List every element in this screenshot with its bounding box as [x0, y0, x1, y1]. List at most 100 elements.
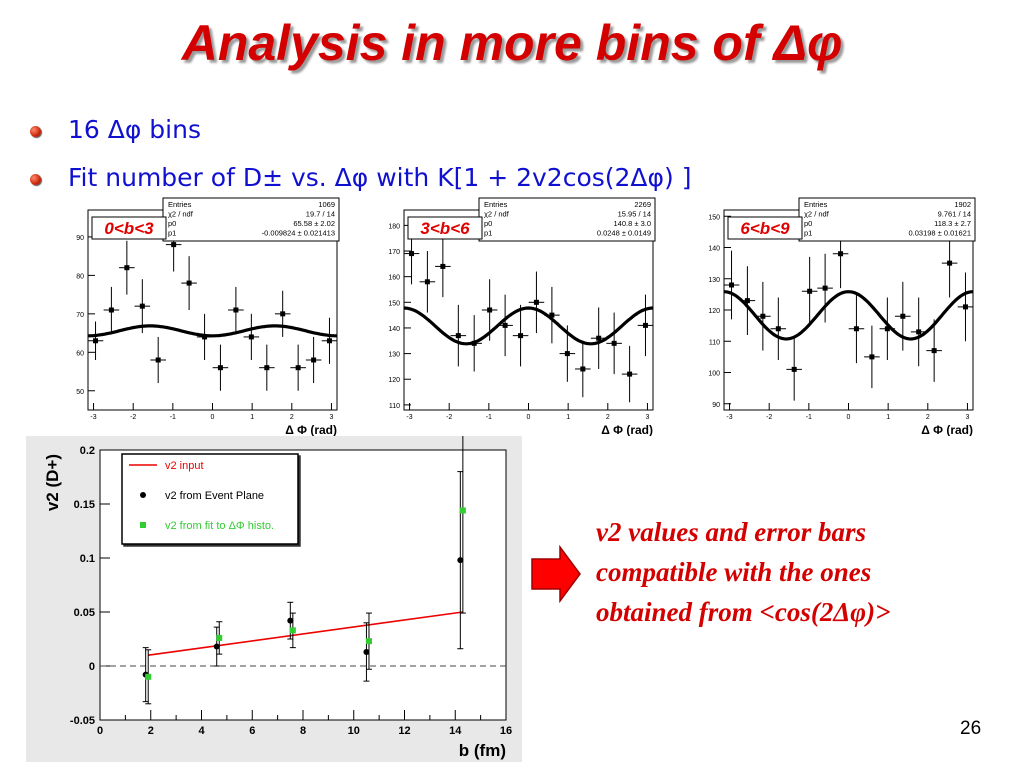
stats-key: χ2 / ndf: [168, 210, 194, 219]
x-tick-label: 4: [198, 725, 205, 737]
y-tick-label: 50: [76, 389, 84, 396]
x-tick-label: -1: [806, 414, 812, 421]
data-point: [916, 329, 922, 335]
legend: v2 input v2 from Event Plane v2 from fit t…: [121, 453, 299, 545]
data-point: [471, 340, 477, 346]
data-point: [124, 265, 130, 271]
y-tick-label: 0.1: [80, 553, 95, 565]
data-point: [311, 357, 317, 363]
data-point: [760, 313, 766, 319]
x-tick-label: 0: [527, 414, 531, 421]
data-point: [549, 312, 555, 318]
data-point: [502, 322, 508, 328]
fit-histo-point: [216, 634, 223, 641]
data-point: [326, 338, 332, 344]
stats-value: 2269: [634, 200, 651, 209]
y-tick-label: -0.05: [70, 715, 95, 727]
data-point: [869, 354, 875, 360]
fit-histo-point: [145, 673, 152, 680]
x-tick-label: 1: [566, 414, 570, 421]
y-axis-label: v2 (D+): [43, 454, 62, 511]
data-point: [596, 335, 602, 341]
fit-curve: [723, 290, 974, 341]
y-tick-label: 0.2: [80, 445, 95, 457]
fit-curve: [403, 306, 654, 346]
x-tick-label: 8: [300, 725, 306, 737]
fit-histo-point: [289, 627, 296, 634]
y-tick-label: 140: [708, 246, 720, 253]
data-point: [744, 298, 750, 304]
x-tick-label: 3: [645, 414, 649, 421]
event-plane-point: [363, 648, 370, 655]
bin-label-box: [407, 216, 483, 240]
data-point: [155, 357, 161, 363]
data-point: [440, 263, 446, 269]
data-point: [947, 260, 953, 266]
y-tick-label: 70: [76, 312, 84, 319]
x-tick-label: 2: [148, 725, 154, 737]
x-tick-label: -3: [406, 414, 412, 421]
y-tick-label: 170: [388, 249, 400, 256]
data-point: [775, 326, 781, 332]
data-point: [611, 340, 617, 346]
legend-label-input: v2 input: [165, 460, 204, 472]
bullet-dot-icon: [30, 126, 41, 137]
stats-value: 1069: [318, 200, 335, 209]
stats-value: 140.8 ± 3.0: [614, 219, 651, 228]
fit-histo-point: [459, 507, 466, 514]
x-axis-label: Δ Φ (rad): [601, 423, 653, 436]
data-point: [807, 288, 813, 294]
stats-value: 1902: [954, 200, 971, 209]
x-tick-label: -1: [170, 414, 176, 421]
page-number: 26: [960, 718, 982, 739]
chart-panel-0-3: 50 60 70 80 90 -3 -2 -1 0 1 2 3 Δ Φ (rad) Entries 1069…: [76, 197, 340, 436]
legend-dot-marker: [140, 492, 146, 498]
data-point: [264, 365, 270, 371]
x-axis-label: b (fm): [459, 741, 506, 760]
plot-frame: [723, 209, 974, 411]
x-tick-label: -3: [90, 414, 96, 421]
x-tick-label: -3: [726, 414, 732, 421]
slide-title: Analysis in more bins of Δφ: [181, 15, 843, 71]
stats-value: 9.761 / 14: [938, 210, 971, 219]
y-tick-label: 100: [708, 371, 720, 378]
x-tick-label: 0: [211, 414, 215, 421]
x-tick-label: 14: [449, 725, 462, 737]
data-point: [455, 333, 461, 339]
stats-key: Entries: [484, 200, 508, 209]
x-tick-label: 0: [847, 414, 851, 421]
bullet-1-text: 16 Δφ bins: [68, 115, 201, 144]
x-tick-label: 2: [290, 414, 294, 421]
data-point: [171, 242, 177, 248]
stats-box: Entries 1069 χ2 / ndf 19.7 / 14 p0 65.58 ± 2.…: [162, 197, 340, 242]
x-tick-label: 3: [965, 414, 969, 421]
conclusion-note: v2 values and error bars compatible with…: [596, 517, 891, 627]
data-point: [108, 307, 114, 313]
data-point: [248, 334, 254, 340]
y-tick-label: 130: [708, 277, 720, 284]
x-tick-label: 1: [886, 414, 890, 421]
x-tick-label: -2: [446, 414, 452, 421]
right-arrow-icon: [531, 545, 581, 603]
v2-input-line: [148, 611, 463, 656]
x-tick-label: 3: [329, 414, 333, 421]
y-tick-label: 0.15: [74, 499, 95, 511]
y-tick-label: 140: [388, 326, 400, 333]
legend-square-marker: [140, 522, 146, 528]
stats-key: p0: [168, 219, 176, 228]
stats-key: p1: [484, 229, 492, 238]
data-point: [202, 334, 208, 340]
x-tick-label: 12: [398, 725, 410, 737]
stats-key: p0: [484, 219, 492, 228]
stats-box-frame: [162, 197, 340, 242]
y-tick-label: 180: [388, 223, 400, 230]
stats-box-frame: [478, 197, 656, 242]
data-point: [900, 313, 906, 319]
x-tick-label: 2: [606, 414, 610, 421]
event-plane-point: [457, 557, 464, 564]
data-point: [853, 326, 859, 332]
data-point: [931, 348, 937, 354]
stats-key: χ2 / ndf: [484, 210, 510, 219]
data-point: [186, 280, 192, 286]
